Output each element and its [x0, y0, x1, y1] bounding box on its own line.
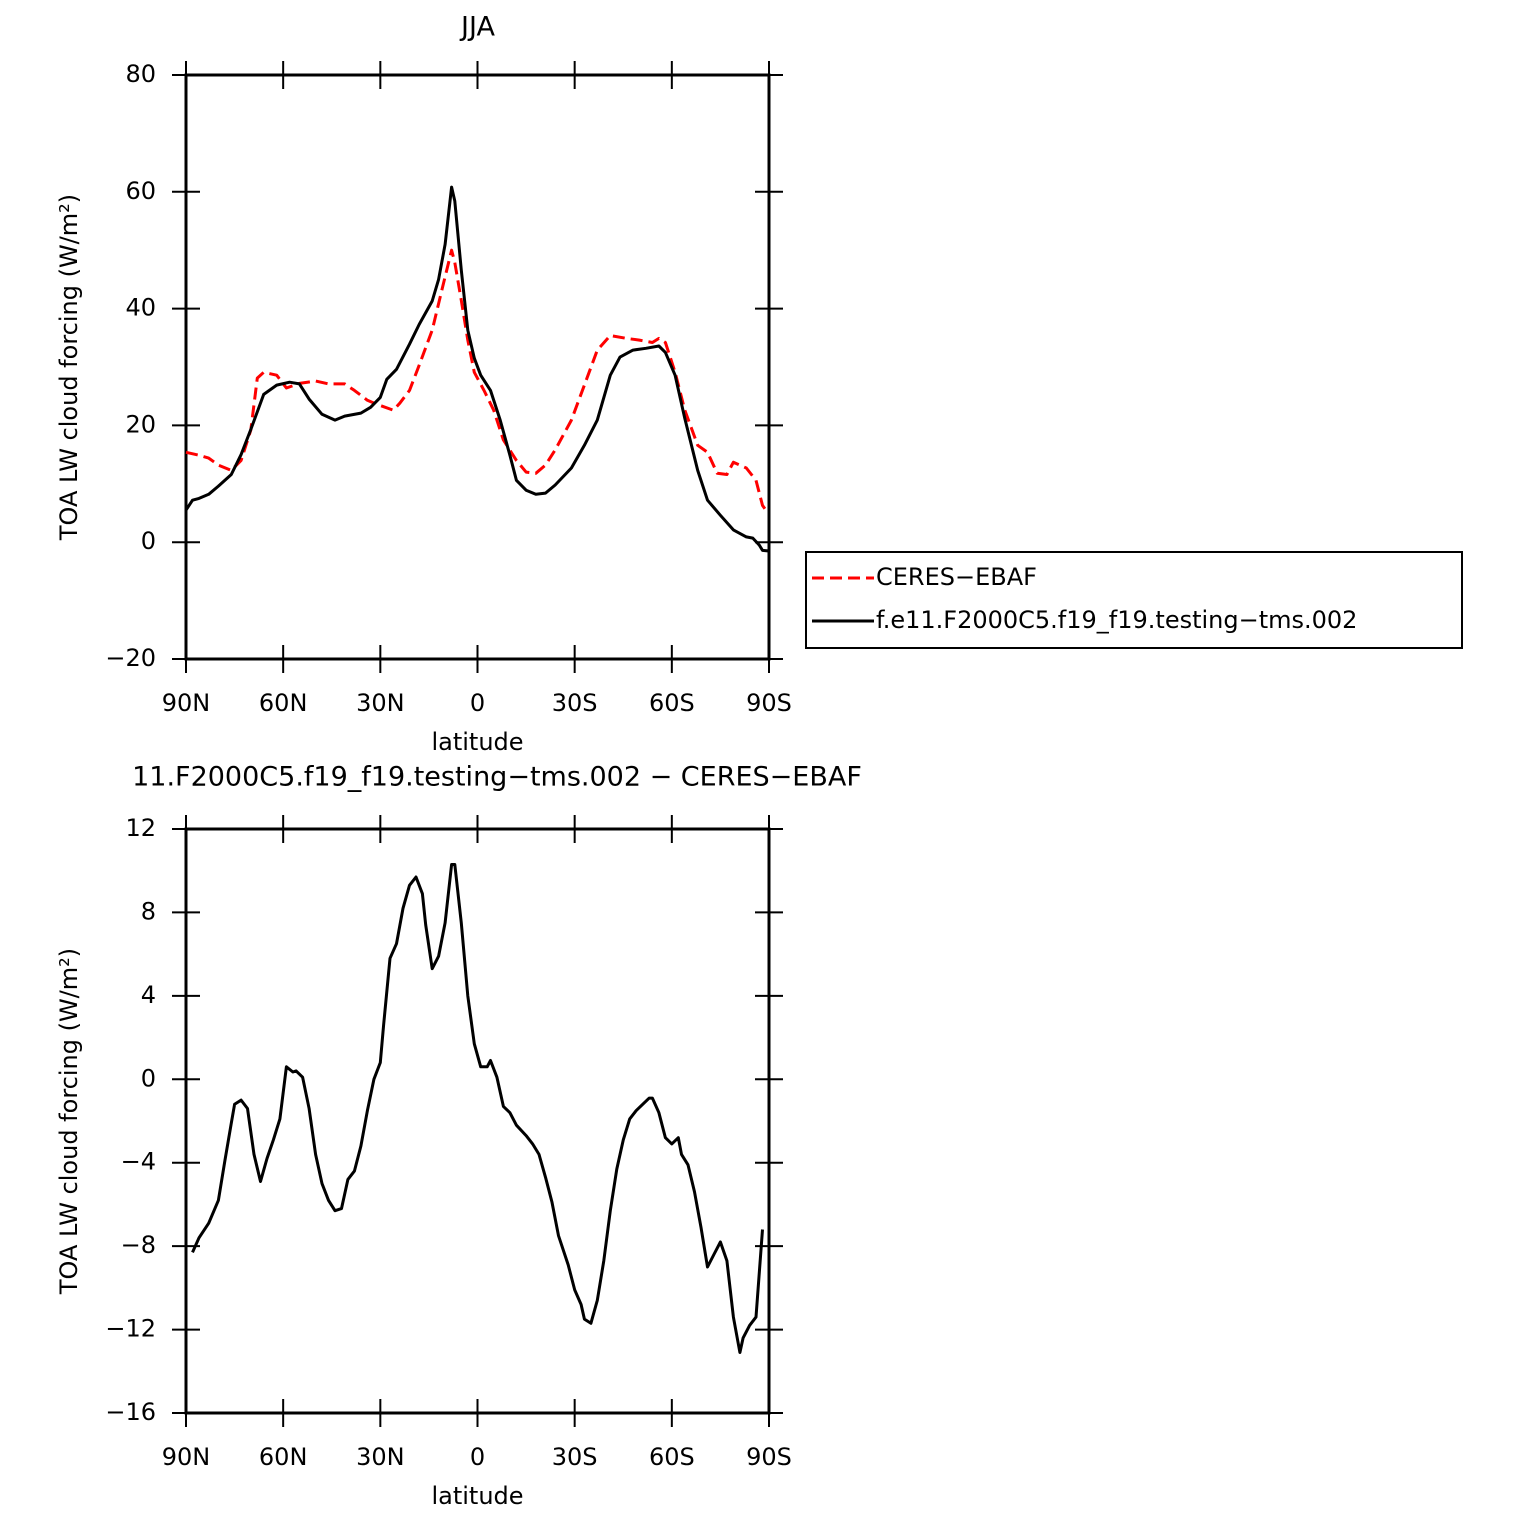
legend-box	[805, 551, 1463, 649]
data-line	[184, 185, 770, 553]
x-tick-label: 60N	[259, 1443, 308, 1471]
y-tick-label: 0	[141, 527, 156, 555]
x-tick-label: 60N	[259, 689, 308, 717]
x-tick-label: 30S	[552, 1443, 598, 1471]
data-line	[185, 248, 768, 511]
x-tick-label: 90N	[162, 1443, 211, 1471]
y-axis-label: TOA LW cloud forcing (W/m²)	[55, 948, 83, 1295]
chart-title: 11.F2000C5.f19_f19.testing−tms.002 − CER…	[132, 762, 862, 793]
y-tick-label: 40	[125, 294, 156, 322]
x-tick-label: 90N	[162, 689, 211, 717]
y-tick-label: 8	[141, 897, 156, 925]
x-tick-label: 30S	[552, 689, 598, 717]
y-tick-label: 12	[125, 814, 156, 842]
legend-label: CERES−EBAF	[876, 563, 1037, 591]
y-tick-label: −4	[121, 1148, 156, 1176]
chart-title: JJA	[459, 12, 495, 43]
y-tick-label: −20	[105, 644, 156, 672]
y-tick-label: −12	[105, 1315, 156, 1343]
y-tick-label: 4	[141, 981, 156, 1009]
y-tick-label: 60	[125, 177, 156, 205]
y-tick-label: 0	[141, 1064, 156, 1092]
x-tick-label: 30N	[356, 1443, 405, 1471]
x-tick-label: 60S	[649, 689, 695, 717]
y-tick-label: 80	[125, 60, 156, 88]
x-tick-label: 0	[470, 689, 485, 717]
data-line	[191, 863, 764, 1354]
x-tick-label: 60S	[649, 1443, 695, 1471]
x-tick-label: 90S	[746, 689, 792, 717]
x-tick-label: 30N	[356, 689, 405, 717]
x-axis-label: latitude	[431, 728, 523, 756]
y-tick-label: −16	[105, 1398, 156, 1426]
plot-frame	[184, 827, 771, 1415]
x-tick-label: 90S	[746, 1443, 792, 1471]
x-tick-label: 0	[470, 1443, 485, 1471]
x-axis-label: latitude	[431, 1482, 523, 1510]
y-axis-label: TOA LW cloud forcing (W/m²)	[55, 194, 83, 541]
legend-label: f.e11.F2000C5.f19_f19.testing−tms.002	[876, 606, 1357, 634]
y-tick-label: 20	[125, 410, 156, 438]
y-tick-label: −8	[121, 1231, 156, 1259]
plot-frame	[184, 73, 771, 661]
